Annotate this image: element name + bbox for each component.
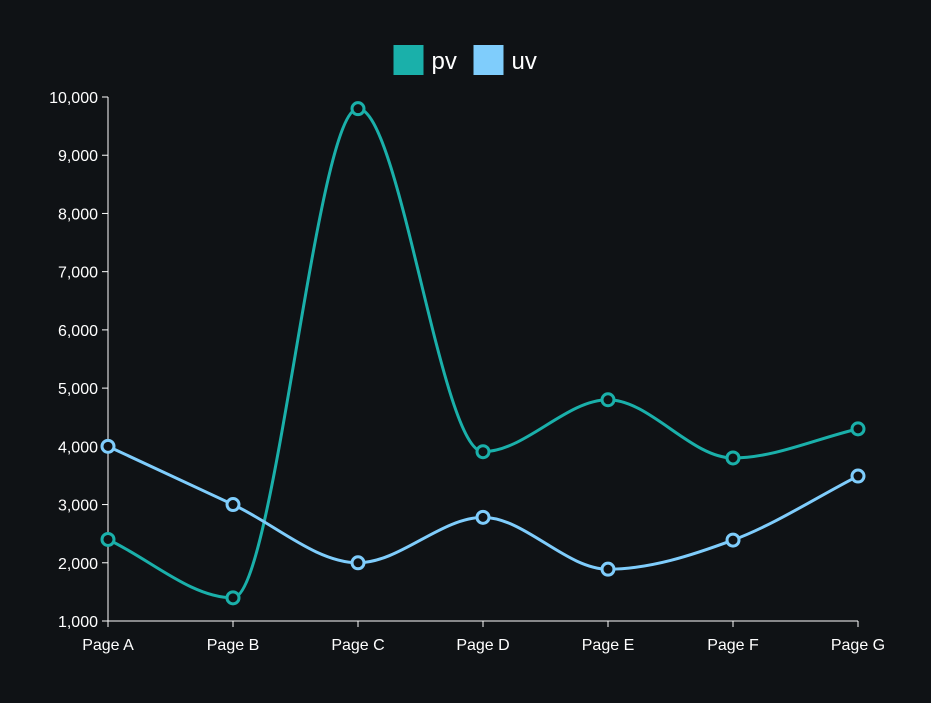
legend-label-pv[interactable]: pv bbox=[432, 48, 457, 75]
data-point-pv[interactable] bbox=[100, 531, 116, 547]
data-point-uv[interactable] bbox=[850, 468, 866, 484]
data-point-pv[interactable] bbox=[850, 421, 866, 437]
legend-swatch-uv[interactable] bbox=[473, 45, 504, 75]
data-point-uv[interactable] bbox=[475, 509, 491, 525]
series-points bbox=[100, 101, 866, 606]
legend-swatch-pv[interactable] bbox=[393, 45, 424, 75]
data-point-pv[interactable] bbox=[725, 450, 741, 466]
data-point-uv[interactable] bbox=[725, 532, 741, 548]
data-point-uv[interactable] bbox=[600, 561, 616, 577]
x-tick-label: Page B bbox=[207, 637, 259, 654]
data-point-pv[interactable] bbox=[475, 444, 491, 460]
x-tick-label: Page E bbox=[582, 637, 634, 654]
y-tick-label: 9,000 bbox=[58, 148, 98, 165]
series-line-pv bbox=[107, 107, 859, 600]
legend-label-uv[interactable]: uv bbox=[512, 48, 537, 75]
data-point-uv[interactable] bbox=[350, 555, 366, 571]
y-tick-label: 4,000 bbox=[58, 439, 98, 456]
x-tick-label: Page A bbox=[82, 637, 134, 654]
legend: pv uv bbox=[393, 45, 537, 75]
x-tick-label: Page C bbox=[331, 637, 384, 654]
y-tick-label: 2,000 bbox=[58, 556, 98, 573]
x-tick-label: Page F bbox=[707, 637, 759, 654]
y-tick-label: 3,000 bbox=[58, 498, 98, 515]
y-tick-label: 1,000 bbox=[58, 614, 98, 631]
x-tick-label: Page G bbox=[831, 637, 885, 654]
data-point-uv[interactable] bbox=[100, 438, 116, 454]
data-point-pv[interactable] bbox=[350, 101, 366, 117]
y-tick-label: 7,000 bbox=[58, 265, 98, 282]
series-line-uv bbox=[107, 444, 859, 571]
y-tick-label: 10,000 bbox=[49, 90, 98, 107]
y-tick-label: 8,000 bbox=[58, 206, 98, 223]
data-point-pv[interactable] bbox=[600, 392, 616, 408]
y-tick-label: 5,000 bbox=[58, 381, 98, 398]
data-point-uv[interactable] bbox=[225, 497, 241, 513]
y-tick-label: 6,000 bbox=[58, 323, 98, 340]
axes: 1,000 2,000 3,000 4,000 5,000 6,000 7,000 8,000… bbox=[49, 90, 885, 654]
x-tick-label: Page D bbox=[456, 637, 509, 654]
data-point-pv[interactable] bbox=[225, 590, 241, 606]
